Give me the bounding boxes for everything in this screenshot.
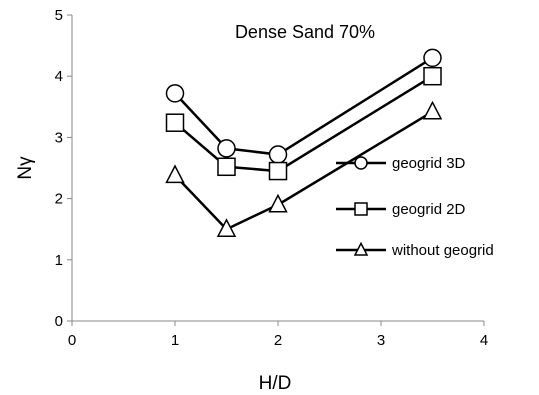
data-point-circle: [165, 84, 185, 103]
legend-label: geogrid 2D: [392, 201, 466, 218]
x-tick-label: 3: [377, 332, 385, 349]
series-line: [174, 75, 434, 173]
data-point-circle: [268, 145, 288, 164]
data-point-square: [165, 113, 185, 132]
series-circle: [165, 48, 442, 164]
legend-item: geogrid 3D: [336, 155, 466, 172]
x-axis-title: H/D: [259, 373, 292, 394]
data-point-circle: [217, 139, 236, 158]
y-axis-title: Nγ: [15, 156, 36, 180]
legend-marker-square: [354, 202, 368, 216]
legend-item: without geogrid: [336, 241, 494, 259]
series-triangle: [165, 100, 443, 237]
legend-label: without geogrid: [391, 242, 494, 259]
legend: geogrid 3D geogrid 2D without geogrid: [336, 155, 494, 259]
axes: 0 1 2 3 4 5 0 1 2 3 4: [55, 7, 489, 349]
x-tick-label: 0: [68, 332, 76, 349]
y-tick-label: 5: [55, 7, 63, 24]
y-tick-label: 0: [55, 313, 63, 330]
data-point-circle: [423, 48, 442, 68]
series-line: [174, 56, 434, 156]
data-point-triangle: [216, 218, 237, 237]
x-tick-label: 4: [480, 332, 488, 349]
data-point-square: [268, 161, 288, 181]
legend-marker-circle: [354, 156, 368, 170]
x-tick-label: 2: [274, 332, 282, 349]
y-tick-label: 2: [55, 191, 63, 208]
data-point-triangle: [422, 100, 443, 120]
y-tick-label: 3: [55, 129, 63, 146]
series-square: [165, 66, 442, 181]
data-point-square: [217, 157, 236, 177]
legend-item: geogrid 2D: [336, 201, 466, 218]
series-group: [165, 48, 443, 237]
y-tick-label: 4: [55, 68, 63, 85]
chart-title: Dense Sand 70%: [235, 22, 375, 42]
x-tick-label: 1: [171, 332, 179, 349]
data-point-triangle: [268, 193, 288, 213]
data-point-square: [423, 66, 442, 86]
y-tick-label: 1: [55, 252, 63, 269]
series-line: [174, 110, 434, 231]
data-point-triangle: [165, 164, 185, 184]
legend-marker-triangle: [353, 241, 369, 256]
legend-label: geogrid 3D: [392, 155, 466, 172]
